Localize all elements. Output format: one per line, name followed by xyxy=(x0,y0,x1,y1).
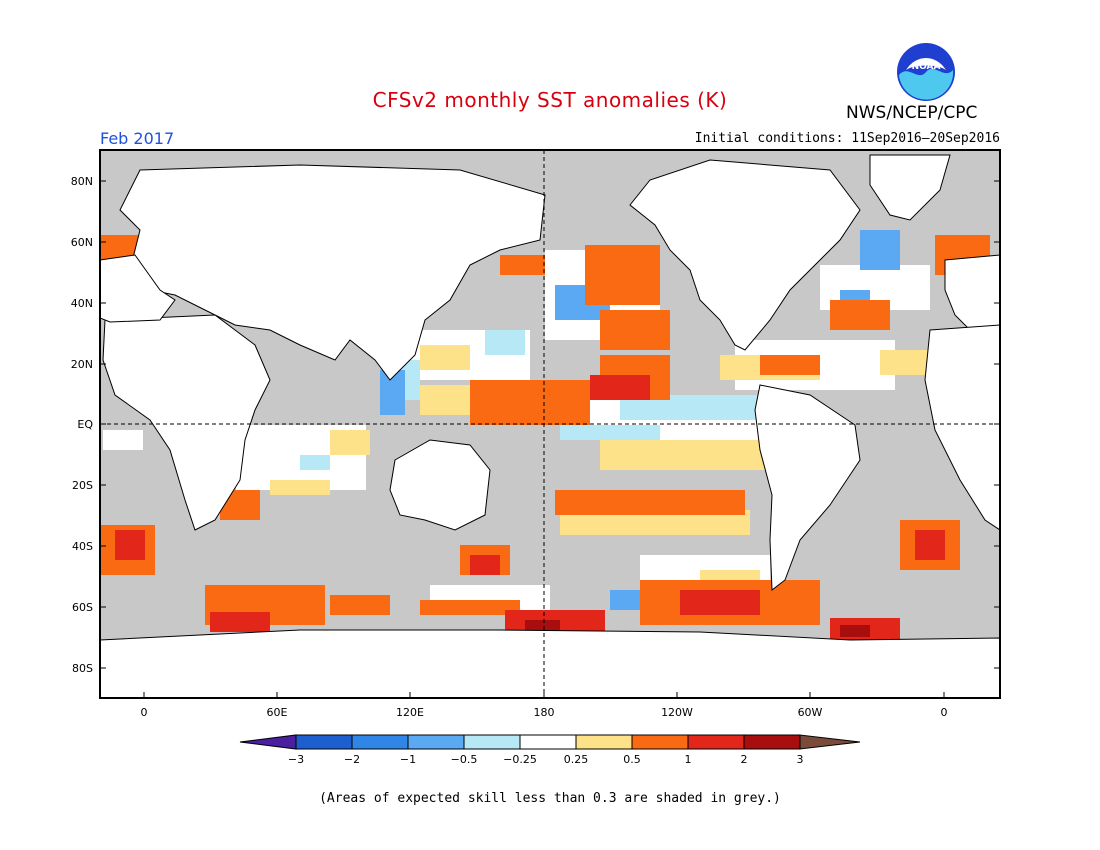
lon-axis: 0 60E 120E 180 120W 60W 0 xyxy=(141,692,948,719)
lat-label: 80S xyxy=(72,662,93,675)
continents xyxy=(100,154,1000,698)
lon-label: 180 xyxy=(534,706,555,719)
colorbar-swatch xyxy=(239,734,297,750)
colorbar-swatch xyxy=(687,734,745,750)
lon-label: 60W xyxy=(798,706,823,719)
lat-label: EQ xyxy=(77,418,93,431)
colorbar-tick-label: 1 xyxy=(685,753,692,766)
colorbar-tick-label: −2 xyxy=(344,753,360,766)
skill-footnote: (Areas of expected skill less than 0.3 a… xyxy=(319,791,781,806)
lat-label: 20N xyxy=(71,358,93,371)
colorbar-tick-label: 0.5 xyxy=(623,753,641,766)
lat-label: 40N xyxy=(71,297,93,310)
anomaly-field xyxy=(100,154,1000,698)
colorbar-swatch xyxy=(519,734,577,750)
lon-label: 0 xyxy=(141,706,148,719)
lat-label: 20S xyxy=(72,479,93,492)
noaa-logo: NOAA xyxy=(897,43,955,101)
colorbar-swatch xyxy=(575,734,633,750)
agency-label: NWS/NCEP/CPC xyxy=(846,103,978,123)
colorbar-swatch xyxy=(295,734,353,750)
lat-label: 60N xyxy=(71,236,93,249)
colorbar-tick-label: −1 xyxy=(400,753,416,766)
map-title: CFSv2 monthly SST anomalies (K) xyxy=(372,88,728,112)
lon-label: 60E xyxy=(267,706,288,719)
lon-label: 120E xyxy=(396,706,424,719)
valid-month: Feb 2017 xyxy=(100,129,175,148)
colorbar-swatch xyxy=(799,734,861,750)
colorbar-tick-label: 2 xyxy=(741,753,748,766)
lat-label: 80N xyxy=(71,175,93,188)
logo-text: NOAA xyxy=(912,62,941,72)
colorbar-swatch xyxy=(631,734,689,750)
initial-conditions: Initial conditions: 11Sep2016–20Sep2016 xyxy=(694,131,1000,146)
lat-label: 40S xyxy=(72,540,93,553)
colorbar-tick-label: 3 xyxy=(797,753,804,766)
colorbar-tick-label: −3 xyxy=(288,753,304,766)
colorbar-tick-label: 0.25 xyxy=(564,753,589,766)
lat-label: 60S xyxy=(72,601,93,614)
colorbar: −3 −2 −1 −0.5 −0.25 0.25 0.5 1 2 3 xyxy=(239,734,861,766)
colorbar-swatch xyxy=(407,734,465,750)
lat-axis: 80N 60N 40N 20N EQ 20S 40S 60S 80S xyxy=(71,175,1000,675)
colorbar-swatch xyxy=(743,734,801,750)
colorbar-tick-label: −0.5 xyxy=(451,753,478,766)
lon-label: 0 xyxy=(941,706,948,719)
colorbar-tick-label: −0.25 xyxy=(503,753,537,766)
colorbar-swatch xyxy=(463,734,521,750)
colorbar-swatch xyxy=(351,734,409,750)
lon-label: 120W xyxy=(661,706,693,719)
